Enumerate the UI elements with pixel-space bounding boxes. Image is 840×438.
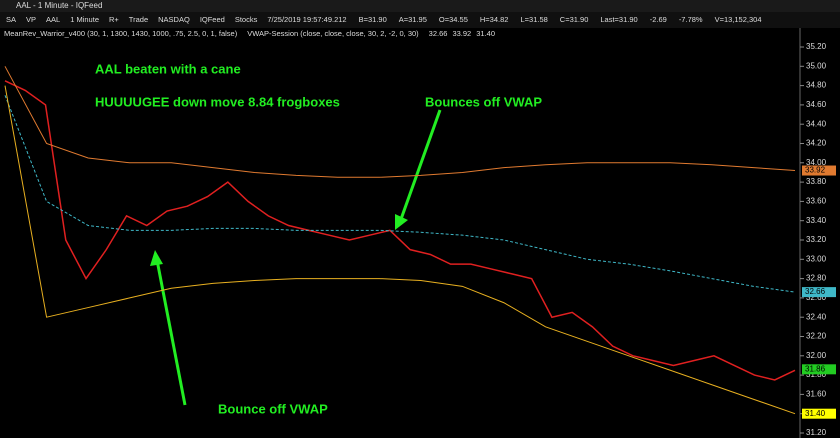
toolbar-item[interactable]: IQFeed: [200, 15, 225, 24]
y-tick-label: 31.20: [806, 428, 827, 437]
toolbar-item[interactable]: NASDAQ: [158, 15, 190, 24]
toolbar: [0, 12, 840, 28]
y-tick-label: 34.40: [806, 119, 827, 128]
arrows: [150, 109, 442, 406]
series-line: [4, 66, 796, 178]
y-tick-label: 35.00: [806, 61, 827, 70]
window-title: AAL - 1 Minute - IQFeed: [16, 1, 102, 10]
y-tick-label: 33.20: [806, 235, 827, 244]
series-line: [4, 80, 796, 381]
y-tick-label: 33.80: [806, 177, 827, 186]
price-label-box: [802, 287, 836, 298]
toolbar-item: -2.69: [650, 15, 667, 24]
y-tick-label: 33.60: [806, 197, 827, 206]
y-tick-label: 31.60: [806, 390, 827, 399]
price-label-box: [802, 165, 836, 176]
toolbar-item: O=34.55: [439, 15, 468, 24]
y-tick-label: 34.00: [806, 158, 827, 167]
indicator-value: 31.40: [476, 29, 495, 38]
toolbar-item: V=13,152,304: [715, 15, 762, 24]
series-line: [4, 85, 796, 415]
price-label: 33.92: [805, 166, 826, 175]
y-tick-label: 32.60: [806, 293, 827, 302]
indicator-value: 33.92: [452, 29, 471, 38]
title-bar: [0, 0, 840, 12]
y-tick-label: 32.20: [806, 332, 827, 341]
annotation: Bounces off VWAP: [425, 94, 542, 109]
toolbar-item[interactable]: AAL: [46, 15, 60, 24]
indicator-label: MeanRev_Warrior_v400 (30, 1, 1300, 1430,…: [4, 29, 238, 38]
toolbar-item[interactable]: Trade: [129, 15, 148, 24]
price-label-box: [802, 364, 836, 375]
toolbar-item[interactable]: R+: [109, 15, 119, 24]
y-tick-label: 33.00: [806, 254, 827, 263]
annotation: AAL beaten with a cane: [95, 61, 241, 76]
toolbar-item: B=31.90: [359, 15, 387, 24]
price-label: 31.86: [805, 364, 826, 373]
y-tick-label: 34.60: [806, 100, 827, 109]
y-tick-label: 34.20: [806, 139, 827, 148]
toolbar-item[interactable]: SA: [6, 15, 16, 24]
price-label: 31.40: [805, 409, 826, 418]
price-label-box: [802, 408, 836, 419]
toolbar-item: -7.78%: [679, 15, 703, 24]
y-tick-label: 32.00: [806, 351, 827, 360]
indicator-value: 32.66: [429, 29, 448, 38]
indicator-label: VWAP-Session (close, close, close, 30, 2…: [247, 29, 419, 38]
toolbar-item: L=31.58: [520, 15, 547, 24]
y-tick-label: 32.40: [806, 312, 827, 321]
y-tick-label: 34.80: [806, 81, 827, 90]
annotation: Bounce off VWAP: [218, 401, 328, 416]
toolbar-item: A=31.95: [399, 15, 427, 24]
series-line: [4, 95, 796, 293]
toolbar-item: C=31.90: [560, 15, 589, 24]
toolbar-item: H=34.82: [480, 15, 509, 24]
y-tick-label: 35.20: [806, 42, 827, 51]
y-tick-label: 33.40: [806, 216, 827, 225]
toolbar-item[interactable]: VP: [26, 15, 36, 24]
price-label: 32.66: [805, 287, 826, 296]
toolbar-item: Last=31.90: [600, 15, 637, 24]
y-tick-label: 32.80: [806, 274, 827, 283]
toolbar-item[interactable]: 1 Minute: [70, 15, 99, 24]
toolbar-item[interactable]: Stocks: [235, 15, 258, 24]
y-tick-label: 31.80: [806, 370, 827, 379]
toolbar-item: 7/25/2019 19:57:49.212: [267, 15, 346, 24]
annotation: HUUUUGEE down move 8.84 frogboxes: [95, 94, 340, 109]
